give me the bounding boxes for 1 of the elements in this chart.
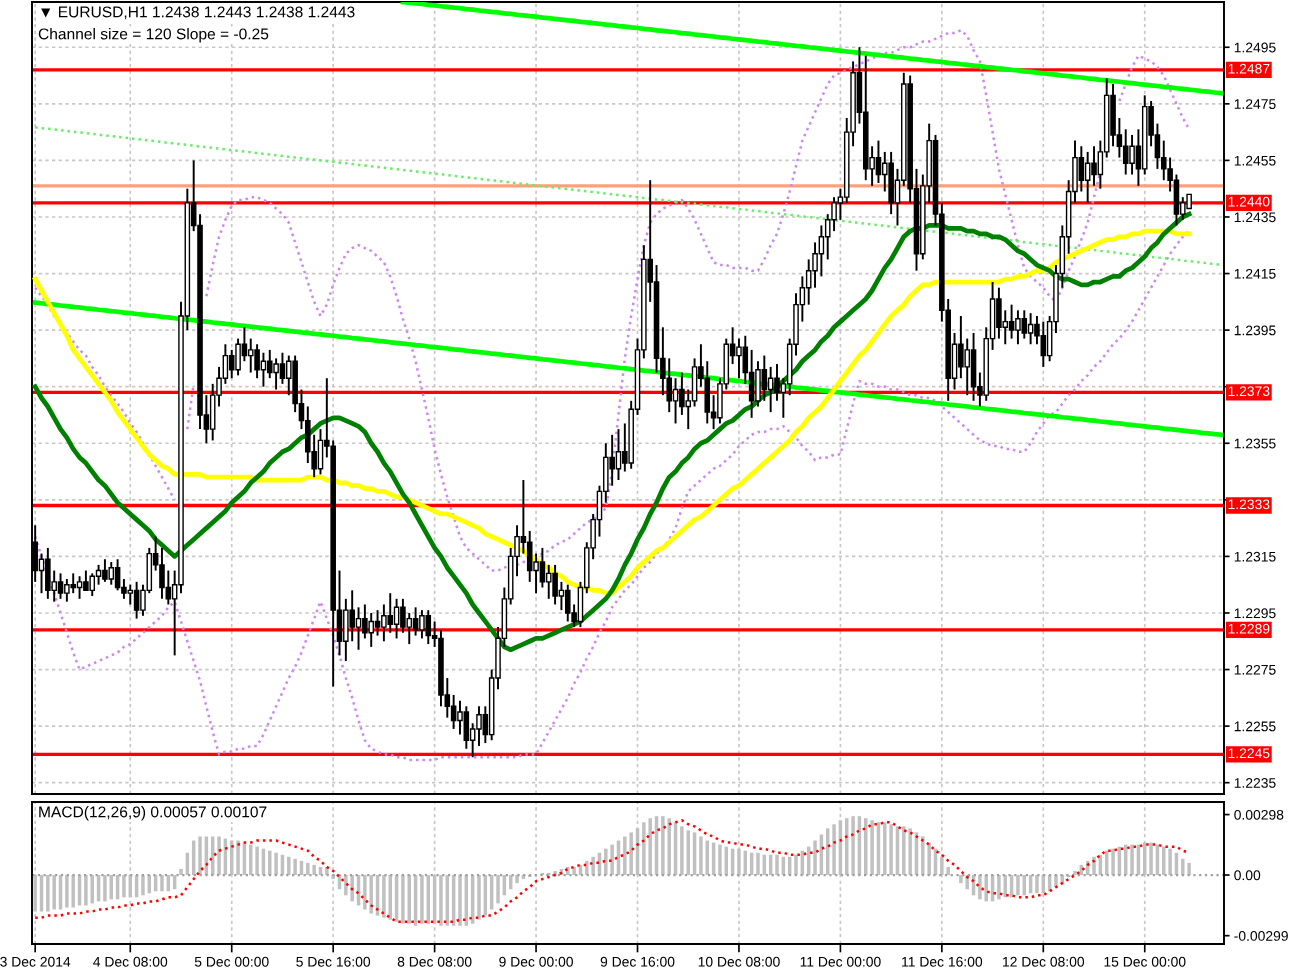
line-series [33, 819, 1191, 923]
